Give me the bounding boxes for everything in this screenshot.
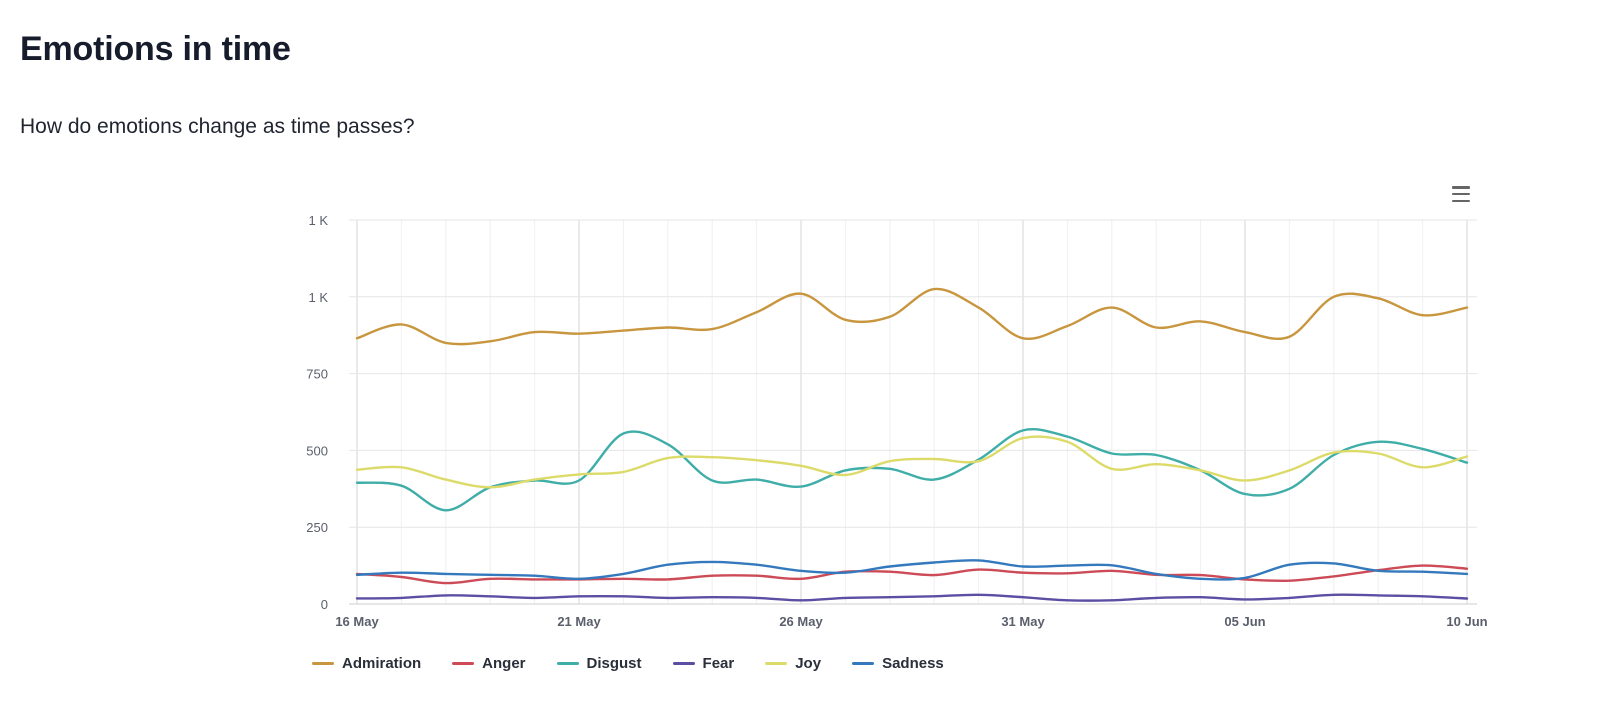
legend-label: Anger xyxy=(482,655,526,672)
chart-series xyxy=(355,287,1469,602)
chart-legend: Admiration Anger Disgust Fear Joy Sadness xyxy=(312,655,975,672)
x-tick-label: 16 May xyxy=(335,614,379,629)
legend-swatch xyxy=(452,662,475,665)
series-line-disgust[interactable] xyxy=(355,428,1469,512)
y-tick-label: 1 K xyxy=(308,290,328,305)
y-tick-label: 500 xyxy=(306,443,328,458)
legend-label: Joy xyxy=(795,655,822,672)
legend-item-joy[interactable]: Joy xyxy=(765,655,821,672)
chart-axes: 0 250 500 750 1 K 1 K 16 May 21 May 26 May 31 May… xyxy=(306,213,1487,629)
x-tick-label: 31 May xyxy=(1001,614,1045,629)
y-tick-label: 250 xyxy=(306,520,328,535)
menu-bar xyxy=(1452,199,1470,202)
legend-item-admiration[interactable]: Admiration xyxy=(312,655,421,672)
hamburger-menu-icon[interactable] xyxy=(1449,183,1473,205)
legend-swatch xyxy=(556,662,579,665)
legend-swatch xyxy=(312,662,334,665)
legend-label: Disgust xyxy=(586,655,642,672)
menu-bar xyxy=(1452,192,1470,196)
legend-item-anger[interactable]: Anger xyxy=(452,655,526,672)
legend-swatch xyxy=(765,662,788,665)
x-tick-label: 05 Jun xyxy=(1224,614,1265,629)
legend-item-fear[interactable]: Fear xyxy=(672,655,735,672)
menu-bar xyxy=(1452,186,1470,189)
x-tick-label: 21 May xyxy=(557,614,601,629)
legend-label: Admiration xyxy=(342,655,422,672)
series-line-anger[interactable] xyxy=(355,564,1469,585)
legend-item-sadness[interactable]: Sadness xyxy=(852,655,944,672)
y-tick-label: 0 xyxy=(321,597,328,612)
legend-swatch xyxy=(672,662,695,665)
series-line-sadness[interactable] xyxy=(355,559,1469,581)
legend-swatch xyxy=(852,662,875,665)
x-tick-label: 26 May xyxy=(779,614,823,629)
series-line-fear[interactable] xyxy=(355,593,1469,602)
legend-label: Fear xyxy=(702,655,735,672)
legend-item-disgust[interactable]: Disgust xyxy=(556,655,642,672)
chart-grid xyxy=(349,219,1477,605)
y-tick-label: 1 K xyxy=(308,213,328,228)
y-tick-label: 750 xyxy=(306,367,328,382)
x-tick-label: 10 Jun xyxy=(1446,614,1487,629)
series-line-admiration[interactable] xyxy=(355,287,1469,346)
legend-label: Sadness xyxy=(882,655,944,672)
series-line-joy[interactable] xyxy=(355,435,1469,489)
page-subtitle: How do emotions change as time passes? xyxy=(20,115,415,138)
page-title: Emotions in time xyxy=(20,30,291,68)
